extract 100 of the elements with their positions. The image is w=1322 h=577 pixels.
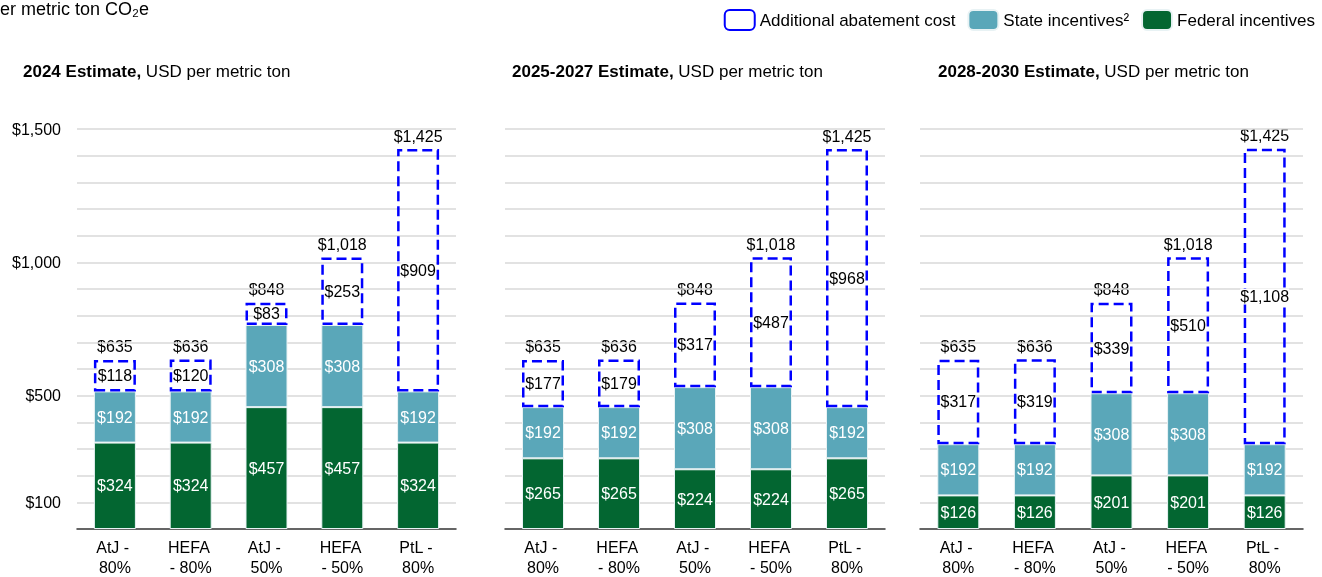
data-label: $192 bbox=[601, 424, 637, 442]
x-tick-label: PtL - 80% bbox=[399, 538, 437, 576]
x-tick-label: HEFA - 80% bbox=[168, 538, 214, 576]
data-label: $120 bbox=[172, 366, 209, 384]
data-label: $192 bbox=[97, 408, 133, 426]
x-tick-label: HEFA - 50% bbox=[319, 538, 365, 576]
y-tick-label: $500 bbox=[25, 387, 62, 405]
x-tick-label: HEFA - 50% bbox=[748, 538, 794, 576]
x-tick-label: HEFA - 80% bbox=[596, 538, 642, 576]
chart-title: 2028-2030 Estimate, USD per metric ton bbox=[938, 62, 1249, 81]
total-label: $1,425 bbox=[393, 127, 443, 145]
data-label: $319 bbox=[1017, 393, 1053, 411]
total-label: $635 bbox=[940, 338, 977, 356]
bar bbox=[937, 359, 980, 445]
total-label: $1,018 bbox=[317, 236, 367, 254]
data-label: $339 bbox=[1093, 339, 1130, 357]
x-tick-label: AtJ - 80% bbox=[96, 538, 134, 576]
total-label: $848 bbox=[248, 281, 285, 299]
total-label: $1,018 bbox=[746, 235, 796, 253]
data-label: $126 bbox=[940, 503, 977, 521]
data-label: $253 bbox=[324, 282, 361, 300]
data-label: $1,108 bbox=[1240, 287, 1290, 305]
data-label: $308 bbox=[753, 419, 789, 437]
data-label: $265 bbox=[525, 485, 561, 503]
x-tick-label: HEFA - 50% bbox=[1165, 538, 1211, 576]
bar bbox=[750, 257, 792, 388]
bar bbox=[826, 149, 868, 408]
chart-title: 2025-2027 Estimate, USD per metric ton bbox=[512, 62, 823, 81]
y-tick-label: $100 bbox=[25, 493, 62, 511]
bar bbox=[93, 359, 136, 392]
data-label: $192 bbox=[400, 408, 436, 426]
bar bbox=[674, 302, 716, 388]
x-tick-label: AtJ - 50% bbox=[247, 538, 286, 576]
data-label: $126 bbox=[1246, 503, 1283, 521]
data-label: $457 bbox=[324, 459, 361, 477]
data-label: $324 bbox=[97, 477, 133, 495]
total-label: $636 bbox=[601, 337, 637, 355]
data-label: $201 bbox=[1170, 493, 1206, 511]
data-label: $317 bbox=[940, 393, 977, 411]
y-tick-label: $1,000 bbox=[12, 253, 62, 271]
data-label: $192 bbox=[172, 408, 209, 426]
data-label: $224 bbox=[677, 490, 713, 508]
x-tick-label: HEFA - 80% bbox=[1012, 538, 1058, 576]
data-label: $968 bbox=[829, 269, 865, 287]
data-label: $308 bbox=[324, 357, 361, 375]
total-label: $848 bbox=[1093, 281, 1130, 299]
data-label: $179 bbox=[601, 374, 637, 392]
legend-label: State incentives² bbox=[1003, 10, 1130, 30]
x-tick-label: AtJ - 50% bbox=[1092, 538, 1131, 576]
data-label: $201 bbox=[1093, 493, 1130, 511]
legend-label: Additional abatement cost bbox=[759, 10, 956, 30]
x-tick-label: AtJ - 80% bbox=[939, 538, 977, 576]
legend-label: Federal incentives bbox=[1177, 10, 1316, 30]
bar bbox=[1090, 302, 1133, 394]
x-tick-label: AtJ - 80% bbox=[524, 538, 562, 576]
data-label: $308 bbox=[677, 419, 713, 437]
bar bbox=[321, 257, 364, 325]
data-label: $308 bbox=[1093, 425, 1130, 443]
data-label: $457 bbox=[248, 459, 285, 477]
data-label: $192 bbox=[525, 424, 561, 442]
total-label: $1,425 bbox=[822, 127, 872, 145]
x-tick-label: AtJ - 50% bbox=[676, 538, 714, 576]
total-label: $1,425 bbox=[1240, 127, 1290, 145]
data-label: $83 bbox=[253, 305, 280, 323]
bar bbox=[397, 149, 440, 392]
chart-title: 2024 Estimate, USD per metric ton bbox=[23, 62, 291, 81]
data-label: $192 bbox=[1246, 461, 1283, 479]
data-label: $324 bbox=[172, 477, 209, 495]
data-label: $308 bbox=[1170, 425, 1206, 443]
data-label: $224 bbox=[753, 490, 789, 508]
total-label: $636 bbox=[172, 337, 209, 355]
bar bbox=[245, 302, 288, 325]
bar bbox=[1167, 257, 1210, 394]
data-label: $324 bbox=[400, 477, 436, 495]
bar bbox=[598, 359, 640, 408]
data-label: $317 bbox=[677, 336, 713, 354]
y-tick-label: $1,500 bbox=[12, 120, 62, 138]
data-label: $192 bbox=[829, 424, 865, 442]
data-label: $192 bbox=[940, 461, 977, 479]
data-label: $909 bbox=[400, 261, 436, 279]
total-label: $848 bbox=[677, 281, 713, 299]
data-label: $510 bbox=[1170, 316, 1206, 334]
data-label: $118 bbox=[97, 367, 133, 385]
data-label: $265 bbox=[601, 485, 637, 503]
total-label: $635 bbox=[525, 338, 561, 356]
x-tick-label: PtL - 80% bbox=[828, 538, 866, 576]
data-label: $177 bbox=[525, 375, 561, 393]
x-tick-label: PtL - 80% bbox=[1245, 538, 1284, 576]
total-label: $635 bbox=[97, 338, 133, 356]
bar bbox=[1013, 359, 1056, 445]
data-label: $487 bbox=[753, 313, 789, 331]
bar bbox=[522, 359, 564, 408]
data-label: $308 bbox=[248, 357, 285, 375]
total-label: $636 bbox=[1017, 337, 1053, 355]
data-label: $192 bbox=[1017, 461, 1053, 479]
total-label: $1,018 bbox=[1163, 235, 1213, 253]
text: er metric ton CO₂e bbox=[0, 0, 150, 19]
bar bbox=[169, 359, 212, 392]
data-label: $265 bbox=[829, 485, 865, 503]
data-label: $126 bbox=[1017, 503, 1053, 521]
